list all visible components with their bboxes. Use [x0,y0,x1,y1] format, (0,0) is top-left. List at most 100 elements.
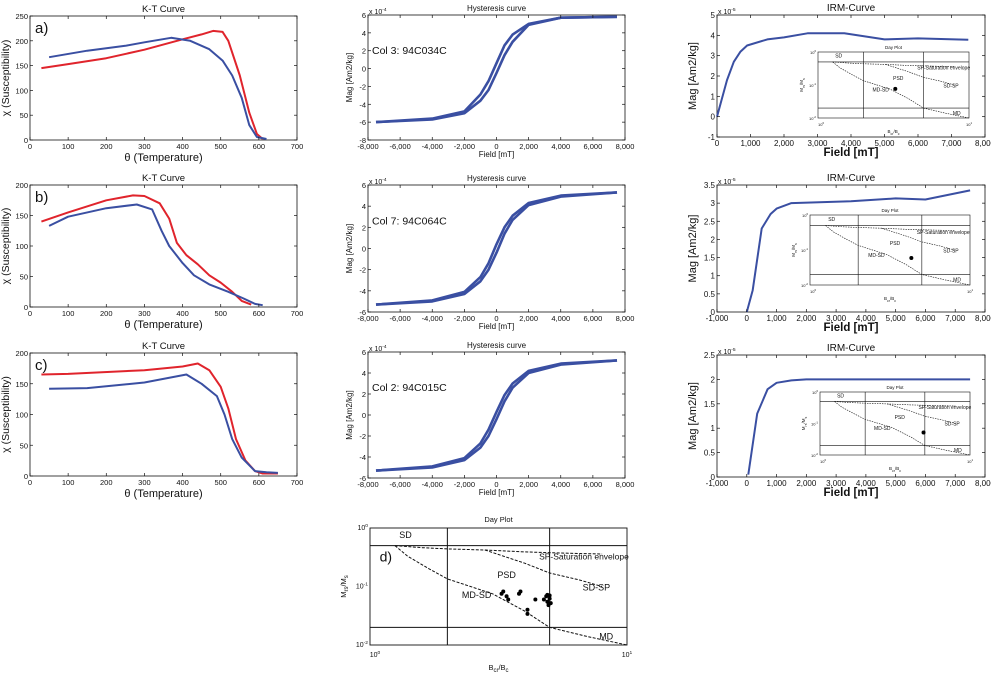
y-axis-label: Mag [Am2/kg] [687,215,699,283]
region-label-sp-sat: SP-Saturation envelope [917,66,970,72]
y-tick-label-exp: -2 [806,282,809,286]
region-label-md-sd: MD-SD [868,253,885,259]
x-tick-label: 5,000 [886,479,907,488]
series-line-0 [375,191,618,306]
x-tick-label: -6,000 [389,142,410,151]
y-tick-label: 4 [362,29,366,38]
region-label-md: MD [953,111,961,117]
mixing-curve [834,401,971,456]
series-line-0 [747,378,971,475]
x-axis-label-part: /B [895,466,899,471]
plot-area [817,51,970,119]
region-label-sd: SD [828,217,835,223]
y-multiplier-label-base: x 10 [718,349,731,356]
x-tick-label: 2,000 [519,314,538,323]
day-plot-title: Day Plot [881,208,899,213]
plot-area [367,184,626,313]
y-tick-label: 200 [15,349,28,358]
x-tick-label-base: 10 [370,652,378,659]
plot-area [29,352,298,477]
plot-area [819,391,971,456]
series-line-0 [41,29,264,140]
x-tick-label: -4,000 [422,142,443,151]
x-tick-label: 100 [62,142,75,151]
x-tick-label: -6,000 [389,480,410,489]
x-tick-label: 8,000 [616,314,635,323]
y-axis-label: Mrs/Ms [799,78,806,92]
irm-chart-8: -1,000 0 1,000 2,000 3,000 4,000 5,000 6,000 7,0… [687,343,991,499]
x-tick-label: 2,000 [796,479,817,488]
series-line-0 [41,194,252,306]
y-tick-label: 0 [711,113,716,122]
x-tick-label: 101 [966,121,972,127]
y-tick-label-exp: -1 [806,247,809,251]
data-point [525,607,530,612]
x-axis-label-part: /B [890,296,894,301]
y-axis-label-part: /M [801,418,806,423]
y-tick-label: 2 [362,390,366,399]
x-tick-label: 101 [967,458,973,464]
x-tick-label: 4,000 [551,142,570,151]
mixing-curve [484,549,603,587]
y-tick-label: -4 [359,453,366,462]
x-tick-label: 0 [28,309,32,318]
y-tick-label-exp: 0 [806,212,808,216]
region-label-sd-sp: SD-SP [943,83,959,89]
x-tick-label: 500 [214,142,227,151]
x-tick-label: 8,000 [616,480,635,489]
x-tick-label: 0 [494,142,498,151]
y-axis-label-part: M [799,88,804,92]
y-tick-label: 10-2 [809,115,816,121]
x-tick-label: 7,000 [941,139,962,148]
x-tick-label: -2,000 [454,480,475,489]
x-tick-label: 3,000 [807,139,828,148]
y-multiplier-label-exp: -4 [382,344,387,350]
x-tick-label-exp: 1 [970,121,972,125]
y-tick-label-exp: -1 [816,421,819,425]
region-label-sp-sat: SP-Saturation envelope [917,230,970,236]
x-tick-label: 2,000 [519,480,538,489]
data-point [504,594,509,599]
x-tick-label: -1,000 [706,314,729,323]
x-axis-label: Field [mT] [479,150,515,159]
y-tick-label: -8 [359,136,366,145]
x-tick-label-exp: 0 [822,121,824,125]
chart-title: IRM-Curve [827,343,876,354]
chart-title: Hysteresis curve [467,4,527,13]
y-axis-label-part: s [804,417,808,419]
plot-area [809,214,971,286]
x-tick-label: 7,000 [945,314,966,323]
kt-chart-0: 0 100 200 300 400 500 600 700 0 50 100 150 200 250 K-T… [0,4,303,164]
x-tick-label: 6,000 [915,479,936,488]
x-axis-label-part: cr [891,132,895,136]
x-tick-label: 101 [967,288,973,294]
panel-label: d) [380,548,392,564]
y-tick-label: 6 [362,181,366,190]
y-tick-label: 100 [15,86,28,95]
x-tick-label-exp: 1 [971,288,973,292]
y-multiplier-label-base: x 10 [369,346,382,353]
y-tick-label: 100 [810,49,816,55]
x-axis-label: θ (Temperature) [124,152,202,164]
x-tick-label: 7,000 [945,479,966,488]
y-tick-label: 0.5 [704,290,716,299]
y-tick-label: 100 [812,389,818,395]
x-tick-label: 0 [28,478,32,487]
x-tick-label: 1,000 [740,139,761,148]
y-tick-label-base: 10 [811,453,816,458]
y-tick-label-base: 10 [801,283,806,288]
region-label-sd-sp: SD-SP [944,422,960,428]
chart-title: Hysteresis curve [467,341,527,350]
y-tick-label: 1 [711,272,716,281]
y-tick-label: 10-2 [811,452,818,458]
y-axis-label-part: M [339,592,348,598]
x-axis-label-part: /B [498,663,505,672]
y-tick-label: 10-2 [356,640,368,649]
x-tick-label: 100 [820,458,826,464]
region-label-psd: PSD [890,241,901,247]
y-tick-label: 150 [15,380,28,389]
series-line-1 [48,203,263,307]
x-axis-label: θ (Temperature) [124,488,202,500]
y-tick-label: -4 [359,100,366,109]
chart-title: IRM-Curve [827,3,876,14]
